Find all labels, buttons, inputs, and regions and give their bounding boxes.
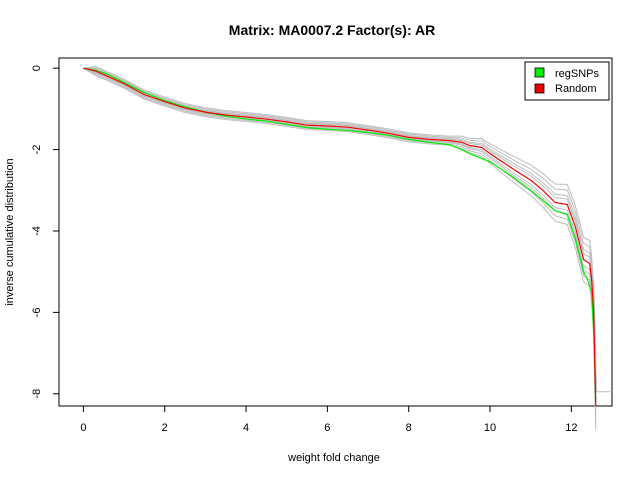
x-tick-label: 6 (324, 422, 330, 434)
random-trial-line (83, 67, 597, 389)
x-tick-label: 12 (565, 422, 577, 434)
plot-frame (58, 57, 613, 407)
series-line-random (83, 67, 597, 407)
random-band (83, 66, 612, 430)
random-trial-line (83, 67, 597, 413)
y-tick-label: -8 (31, 389, 43, 399)
series-line-regsnps (83, 67, 597, 402)
x-axis-label: weight fold change (287, 452, 380, 464)
legend-label-regsnps: regSNPs (555, 68, 600, 80)
legend-swatch-random (534, 83, 545, 94)
random-trial-line (83, 67, 597, 417)
random-trial-tail (593, 279, 612, 393)
series-layer (83, 67, 597, 407)
legend: regSNPs Random (524, 61, 610, 101)
y-axis-label: inverse cumulative distribution (4, 158, 16, 305)
random-trial-line (83, 67, 597, 400)
random-trial-line (83, 67, 597, 424)
y-tick-label: -4 (31, 226, 43, 236)
y-tick-label: 0 (31, 65, 43, 71)
x-tick-label: 8 (406, 422, 412, 434)
y-axis: 0 -2 -4 -6 -8 (31, 65, 60, 399)
y-tick-label: -2 (31, 145, 43, 155)
x-tick-label: 4 (243, 422, 249, 434)
legend-label-random: Random (555, 83, 597, 95)
x-tick-label: 10 (484, 422, 496, 434)
y-tick-label: -6 (31, 307, 43, 317)
chart-title: Matrix: MA0007.2 Factor(s): AR (229, 22, 435, 38)
random-trial-line (83, 66, 597, 383)
x-tick-label: 2 (162, 422, 168, 434)
x-tick-label: 0 (80, 422, 86, 434)
legend-swatch-regsnps (534, 67, 545, 78)
random-trial-line (83, 67, 597, 430)
x-axis: 0 2 4 6 8 10 12 (80, 405, 577, 434)
random-trial-line (83, 67, 597, 396)
